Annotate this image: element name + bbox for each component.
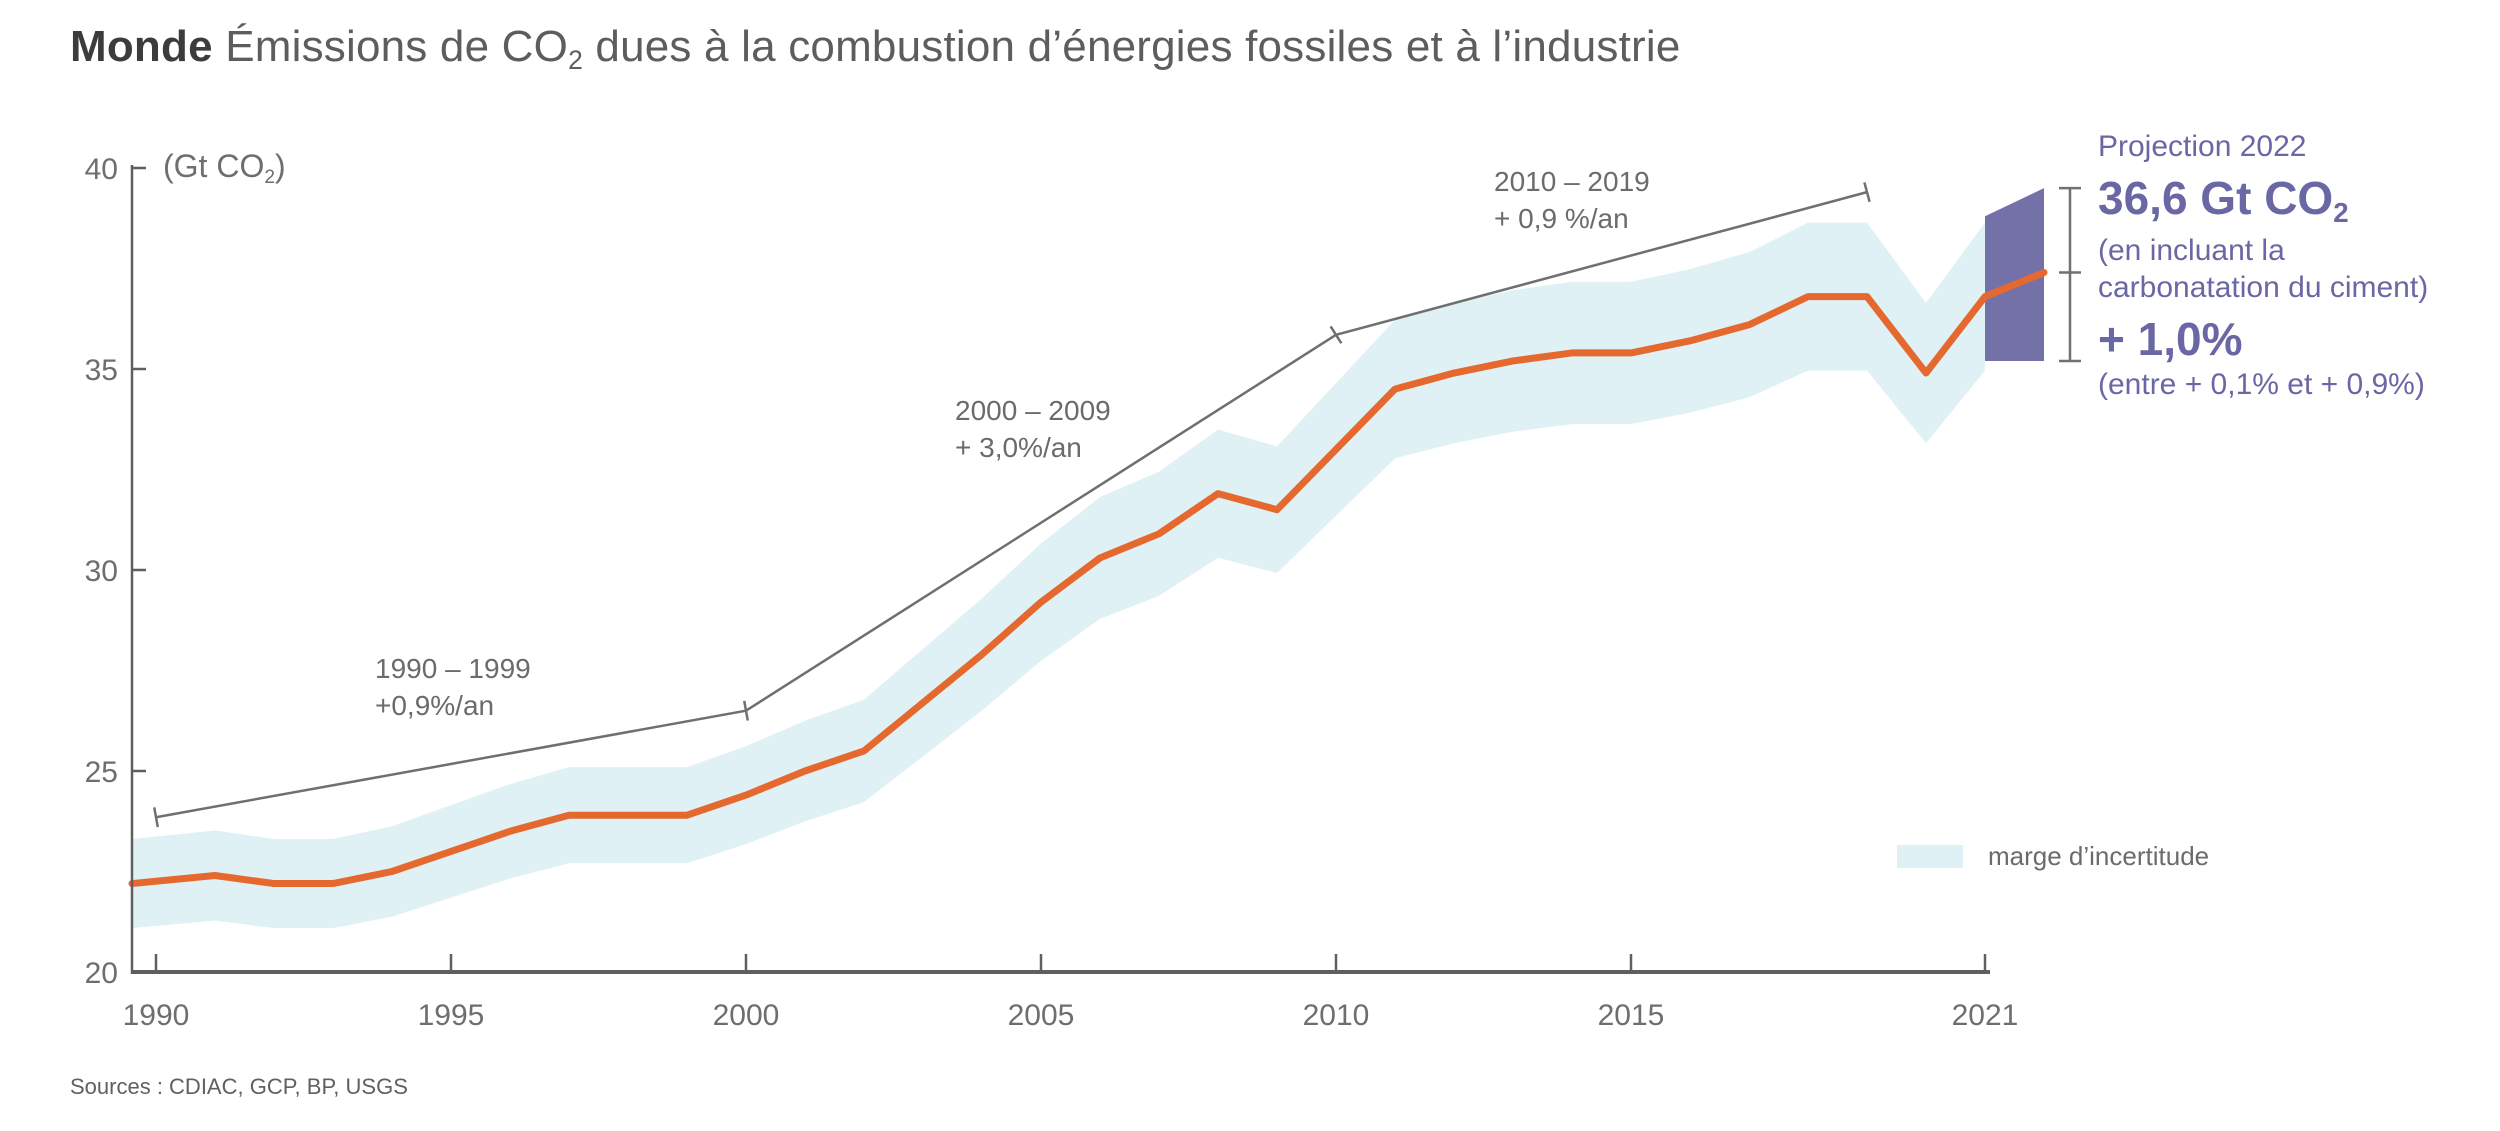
trend-annotation-rate: + 0,9 %/an <box>1494 203 1629 234</box>
projection-note-line2: carbonatation du ciment) <box>2098 271 2429 304</box>
trend-line-end-tick <box>152 807 160 828</box>
trend-line-end-tick <box>1329 325 1343 344</box>
x-tick-label: 2010 <box>1303 999 1370 1032</box>
title-region: Monde <box>70 22 213 71</box>
projection-value-text: 36,6 Gt CO <box>2098 172 2334 224</box>
y-tick-label: 25 <box>85 756 118 789</box>
x-tick-label: 1990 <box>123 999 190 1032</box>
uncertainty-legend-label: marge d’incertitude <box>1988 841 2210 871</box>
title-text-post: dues à la combustion d’énergies fossiles… <box>582 22 1681 71</box>
projection-growth: + 1,0% <box>2098 313 2243 365</box>
x-tick-label: 2015 <box>1598 999 1665 1032</box>
emissions-line <box>128 269 2048 888</box>
trend-line <box>155 709 747 819</box>
trend-line <box>745 333 1337 712</box>
sources-note: Sources : CDIAC, GCP, BP, USGS <box>70 1074 408 1099</box>
unit-post: ) <box>275 148 286 184</box>
projection-band <box>1985 188 2044 361</box>
trend-annotation-rate: +0,9%/an <box>375 690 495 721</box>
x-tick-label: 2000 <box>713 999 780 1032</box>
trend-line <box>1335 190 1868 337</box>
unit-co2-subscript: 2 <box>264 166 275 188</box>
x-tick-label: 1995 <box>418 999 485 1032</box>
projection-value: 36,6 Gt CO2 <box>2098 171 2500 232</box>
projection-note-line1: (en incluant la <box>2098 234 2285 267</box>
trend-annotation-period: 2010 – 2019 <box>1494 166 1650 197</box>
title-text-pre: Émissions de CO <box>212 22 569 71</box>
y-tick-label: 20 <box>85 957 118 990</box>
x-tick-label: 2021 <box>1952 999 2019 1032</box>
uncertainty-band <box>132 222 1985 929</box>
page-title: Monde Émissions de CO2 dues à la combust… <box>70 22 1681 75</box>
projection-heading: Projection 2022 <box>2098 130 2307 163</box>
projection-range: (entre + 0,1% et + 0,9%) <box>2098 368 2425 401</box>
projection-panel: Projection 2022 36,6 Gt CO2 (en incluant… <box>2098 128 2500 403</box>
x-tick-label: 2005 <box>1008 999 1075 1032</box>
y-tick-label: 35 <box>85 354 118 387</box>
trend-annotation-1990-1999: 1990 – 1999 +0,9%/an <box>375 650 531 724</box>
trend-annotation-2010-2019: 2010 – 2019 + 0,9 %/an <box>1494 163 1650 237</box>
trend-annotation-2000-2009: 2000 – 2009 + 3,0%/an <box>955 392 1111 466</box>
y-tick-label: 30 <box>85 555 118 588</box>
y-axis-unit-label: (Gt CO2) <box>163 148 286 188</box>
trend-line-end-tick <box>1863 182 1871 203</box>
projection-co2-subscript: 2 <box>2333 197 2349 229</box>
unit-pre: (Gt CO <box>163 148 265 184</box>
y-tick-label: 40 <box>85 153 118 186</box>
uncertainty-legend-swatch <box>1897 845 1963 868</box>
trend-annotation-period: 2000 – 2009 <box>955 395 1111 426</box>
trend-annotation-period: 1990 – 1999 <box>375 653 531 684</box>
trend-annotation-rate: + 3,0%/an <box>955 432 1082 463</box>
title-co2-subscript: 2 <box>568 44 583 75</box>
